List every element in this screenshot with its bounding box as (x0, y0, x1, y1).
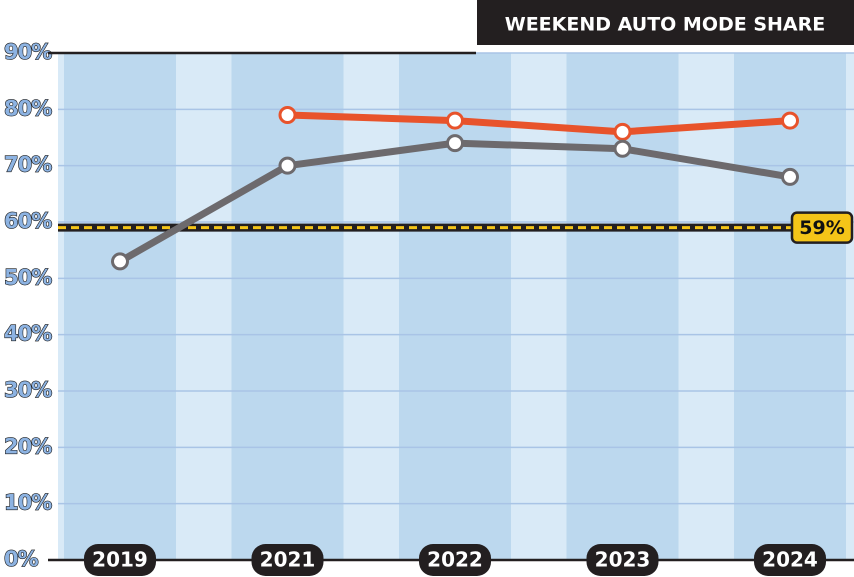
category-pill (754, 544, 826, 576)
band (64, 53, 176, 560)
category-pill (251, 544, 324, 576)
band (734, 53, 846, 560)
reference-box (790, 211, 854, 244)
y-tick-label: 30% (4, 378, 52, 402)
y-tick-label: 20% (4, 434, 52, 458)
data-point (613, 139, 632, 158)
data-point (781, 111, 799, 130)
series-line (287, 111, 791, 136)
y-tick-label: 50% (4, 265, 52, 289)
category-pill (419, 544, 491, 576)
category-pill (84, 544, 156, 576)
y-tick-label: 70% (4, 153, 52, 177)
data-point (781, 167, 799, 186)
y-tick-label: 10% (4, 491, 52, 515)
x-tick-label: 2023 (595, 548, 651, 572)
y-tick-label: 0% (4, 547, 39, 571)
title-box (477, 0, 854, 45)
band (231, 53, 344, 560)
y-tick-label: 40% (4, 322, 52, 346)
data-point (278, 105, 297, 124)
y-tick-label: 90% (4, 40, 52, 64)
x-tick-label: 2024 (762, 548, 818, 572)
category-pill (586, 544, 659, 576)
data-point (111, 252, 129, 271)
x-tick-label: 2022 (427, 548, 483, 572)
data-point (278, 156, 297, 175)
data-point (446, 111, 464, 130)
x-tick-label: 2021 (260, 548, 316, 572)
reference-label: 59% (799, 217, 844, 239)
chart-title: WEEKEND AUTO MODE SHARE (505, 14, 826, 36)
data-point (613, 122, 632, 141)
data-point (446, 134, 464, 153)
x-tick-label: 2019 (92, 548, 148, 572)
y-tick-label: 60% (4, 209, 52, 233)
y-tick-label: 80% (4, 96, 52, 120)
